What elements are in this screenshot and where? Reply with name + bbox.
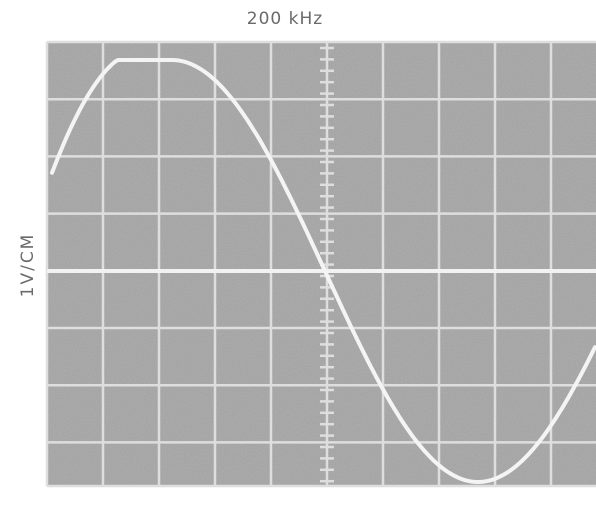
oscilloscope-figure: 200 kHz 1V/CM bbox=[0, 0, 596, 505]
frequency-label: 200 kHz bbox=[247, 9, 323, 29]
page: 200 kHz 1V/CM (() => { const data = JSON… bbox=[0, 0, 596, 505]
scale-label: 1V/CM bbox=[18, 233, 38, 298]
